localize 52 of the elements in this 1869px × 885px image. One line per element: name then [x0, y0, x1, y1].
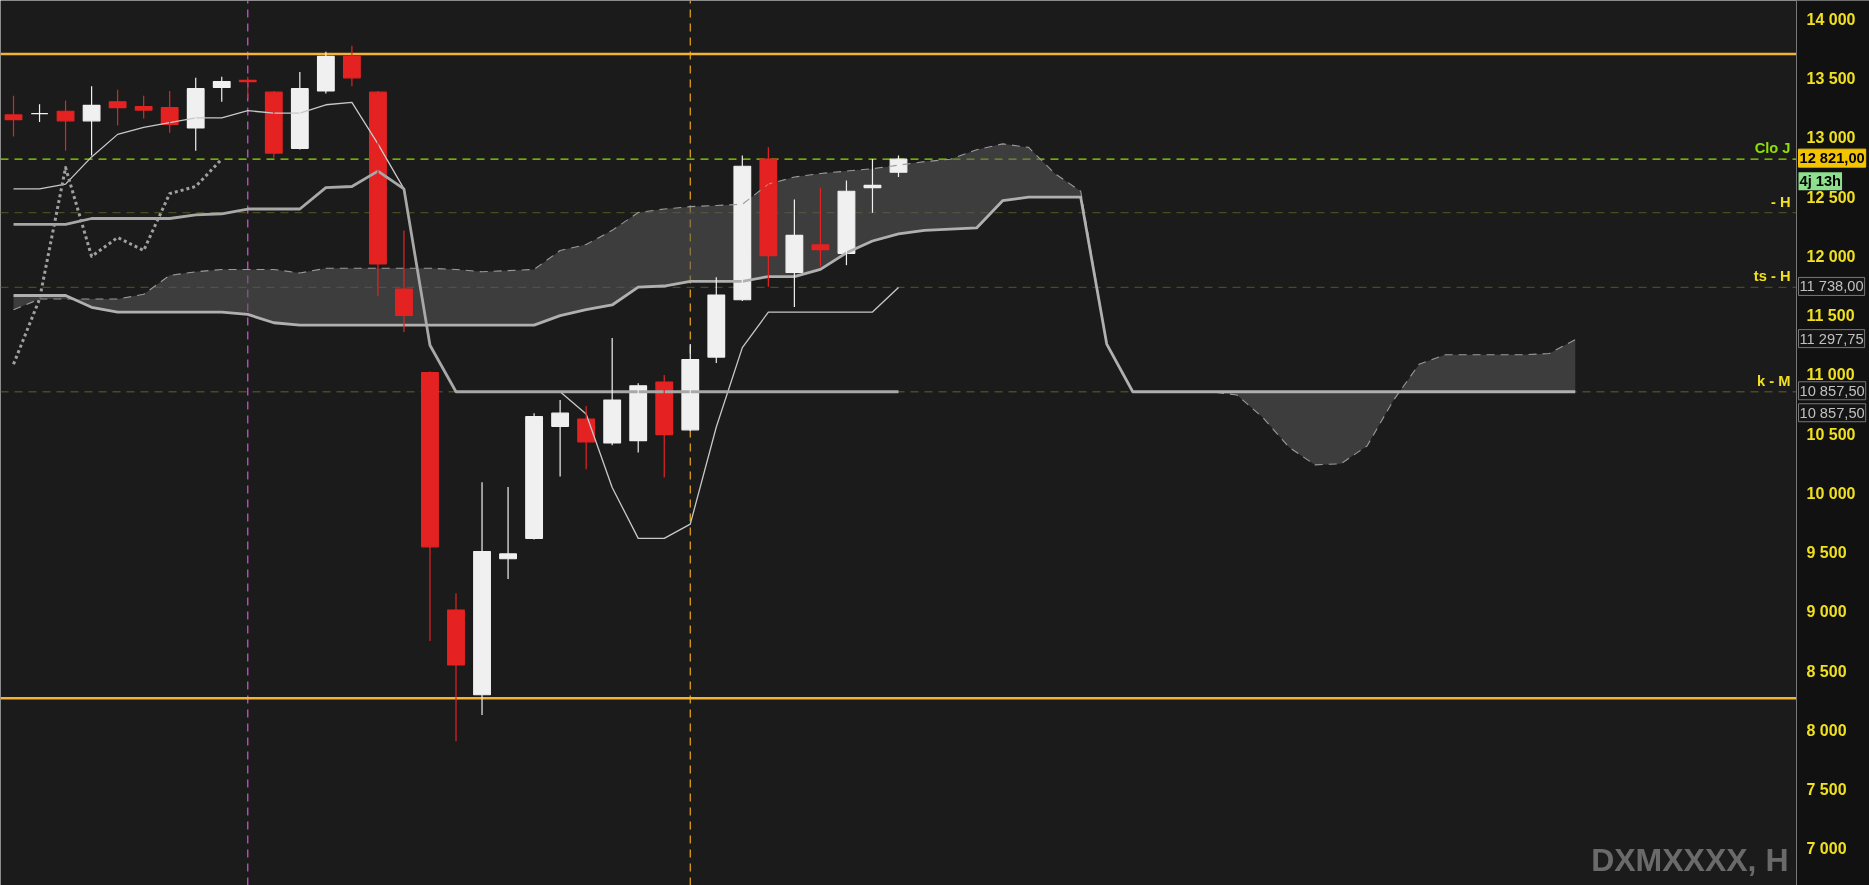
ref-line-label: ts - H	[1753, 268, 1791, 285]
candlestick	[733, 154, 752, 302]
text: 12 821,00	[1799, 150, 1865, 167]
y-tick-label: 10 000	[1806, 484, 1856, 502]
candlestick	[82, 85, 101, 157]
y-tick-label: 13 000	[1806, 129, 1856, 147]
ref-line-label: k - M	[1757, 372, 1791, 389]
text: 11 738,00	[1799, 278, 1864, 295]
candlestick	[655, 374, 674, 479]
ref-line-label: - H	[1770, 193, 1791, 210]
y-tick-label: 7 500	[1806, 781, 1847, 799]
candlestick	[212, 76, 231, 103]
candlestick	[629, 382, 648, 454]
y-tick-label: 12 000	[1806, 247, 1856, 265]
candlestick	[551, 399, 570, 478]
candlestick	[108, 89, 127, 127]
candlestick	[525, 412, 544, 541]
candlestick	[447, 592, 465, 742]
y-tick-label: 11 500	[1806, 307, 1855, 325]
y-tick-label: 13 500	[1806, 70, 1856, 88]
candlestick	[707, 276, 726, 364]
candlestick	[4, 95, 23, 137]
text: 4j 13h	[1799, 173, 1842, 190]
y-tick-label: 9 000	[1806, 603, 1847, 621]
y-tick-label: 12 500	[1806, 188, 1856, 206]
candlestick	[316, 51, 335, 94]
text: 10 857,50	[1799, 382, 1865, 399]
candlestick	[603, 337, 622, 446]
annotation: DXMXXXX, H	[1591, 841, 1789, 878]
candlestick	[186, 77, 205, 152]
candlestick	[759, 146, 778, 288]
y-tick-label: 7 000	[1806, 840, 1847, 858]
candlestick	[56, 100, 75, 152]
y-tick-label: 8 000	[1806, 721, 1847, 739]
text: 10 857,50	[1799, 404, 1865, 421]
text: 11 297,75	[1799, 330, 1864, 347]
y-tick-label: 14 000	[1806, 10, 1856, 28]
candlestick	[837, 179, 856, 266]
y-tick-label: 8 500	[1806, 662, 1847, 680]
candlestick	[811, 187, 830, 267]
candlestick	[342, 45, 361, 87]
candlestick	[395, 229, 413, 333]
candlestick	[290, 71, 309, 151]
y-tick-label: 11 000	[1806, 366, 1855, 384]
candlestick	[785, 198, 804, 308]
candlestick	[134, 95, 153, 120]
y-tick-label: 10 500	[1806, 425, 1856, 443]
candlestick	[681, 343, 700, 432]
candlestick	[499, 486, 517, 580]
ref-line-label: Clo J	[1754, 140, 1791, 157]
candlestick	[264, 90, 283, 159]
y-tick-label: 9 500	[1806, 544, 1847, 562]
